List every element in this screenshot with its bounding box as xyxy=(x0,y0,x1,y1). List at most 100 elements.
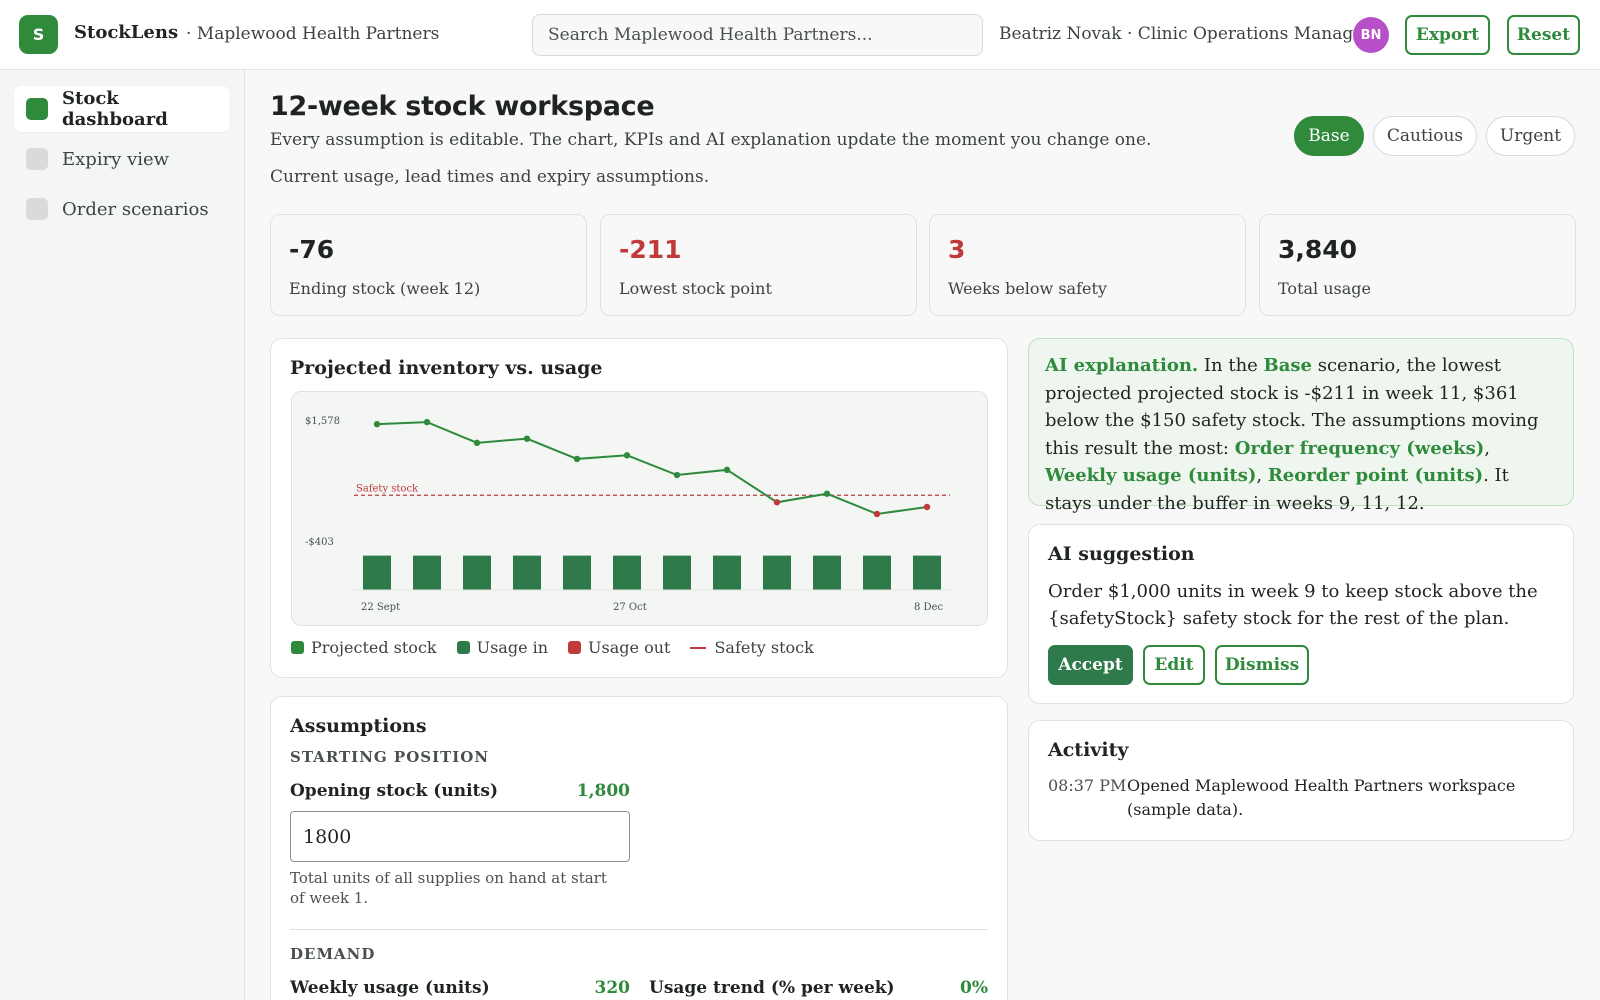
opening-stock-value: 1,800 xyxy=(576,781,630,801)
legend-swatch xyxy=(568,641,582,654)
page-subtitle: Every assumption is editable. The chart,… xyxy=(270,130,1152,150)
weekly-usage-value: 320 xyxy=(594,978,631,998)
scenario-tab-cautious[interactable]: Cautious xyxy=(1373,116,1477,156)
legend-usage-out: Usage out xyxy=(568,638,670,657)
legend-projected-stock: Projected stock xyxy=(291,638,437,657)
sidebar-item-label: Order scenarios xyxy=(62,198,209,220)
usage-bar xyxy=(413,555,441,590)
usage-trend-label: Usage trend (% per week) xyxy=(649,978,895,998)
activity-card: Activity 08:37 PM Opened Maplewood Healt… xyxy=(1028,720,1574,841)
opening-stock-label: Opening stock (units) xyxy=(290,781,498,801)
kpi-label: Lowest stock point xyxy=(619,279,772,298)
user-name: Beatriz Novak · Clinic Operations Manage… xyxy=(999,24,1372,44)
edit-button[interactable]: Edit xyxy=(1143,645,1205,685)
projected-stock-point xyxy=(523,435,531,442)
kpi-label: Weeks below safety xyxy=(948,279,1107,298)
x-tick-label: 8 Dec xyxy=(914,602,943,613)
dismiss-button[interactable]: Dismiss xyxy=(1215,645,1309,685)
kpi-value: -211 xyxy=(619,235,682,264)
scenario-tab-base[interactable]: Base xyxy=(1294,116,1364,156)
ai-explanation-text: In the xyxy=(1198,355,1264,376)
stock-dashboard-icon xyxy=(26,98,48,120)
section-divider xyxy=(290,929,988,930)
page-subtitle-secondary: Current usage, lead times and expiry ass… xyxy=(270,167,710,187)
kpi-total-usage: 3,840 Total usage xyxy=(1259,214,1576,316)
search-input[interactable] xyxy=(532,14,983,56)
inventory-chart: $1,578 -$403 Safety stock 22 Sept 27 Oct 8 De… xyxy=(305,416,952,613)
projected-stock-point xyxy=(373,420,381,428)
order-scenarios-icon xyxy=(26,198,48,220)
top-bar: S StockLens · Maplewood Health Partners … xyxy=(0,0,1600,70)
projected-stock-point xyxy=(873,510,881,518)
projected-stock-point xyxy=(723,466,731,474)
legend-label: Projected stock xyxy=(311,638,437,657)
scenario-tab-urgent[interactable]: Urgent xyxy=(1486,116,1575,156)
opening-stock-input[interactable] xyxy=(290,811,630,862)
chart-area: $1,578 -$403 Safety stock 22 Sept 27 Oct 8 De… xyxy=(291,391,988,626)
usage-bar xyxy=(813,555,841,590)
ai-suggestion-card: AI suggestion Order $1,000 units in week… xyxy=(1028,524,1574,704)
legend-label: Usage out xyxy=(588,638,671,657)
projected-stock-point xyxy=(573,455,581,463)
export-button[interactable]: Export xyxy=(1405,15,1490,55)
usage-bar xyxy=(713,555,741,590)
legend-swatch xyxy=(291,641,304,654)
x-tick-label: 27 Oct xyxy=(613,602,647,613)
ai-explanation-factor: Weekly usage (units) xyxy=(1045,465,1257,486)
ai-explanation-scenario: Base xyxy=(1263,355,1313,376)
usage-bar xyxy=(563,555,591,590)
section-label-starting-position: STARTING POSITION xyxy=(290,748,490,766)
chart-legend: Projected stock Usage in Usage out Safet… xyxy=(291,638,834,657)
ai-explanation-separator: , xyxy=(1484,437,1491,459)
usage-bar xyxy=(463,555,491,590)
kpi-value: -76 xyxy=(289,235,335,264)
app-logo[interactable]: S xyxy=(19,15,58,54)
ai-suggestion-text: Order $1,000 units in week 9 to keep sto… xyxy=(1048,581,1538,629)
y-tick-label: $1,578 xyxy=(305,416,340,427)
ai-explanation-factor: Order frequency (weeks) xyxy=(1234,437,1485,459)
activity-timestamp: 08:37 PM xyxy=(1048,776,1127,795)
projected-stock-point xyxy=(823,490,831,497)
usage-bar xyxy=(613,555,641,590)
kpi-label: Ending stock (week 12) xyxy=(289,279,481,298)
assumptions-card: Assumptions STARTING POSITION Opening st… xyxy=(270,696,1008,1000)
ai-explanation-card: AI explanation. In the Base scenario, th… xyxy=(1028,338,1574,514)
legend-label: Usage in xyxy=(476,638,549,657)
legend-label: Safety stock xyxy=(714,638,814,657)
ai-explanation-lead: AI explanation. xyxy=(1045,355,1199,376)
projected-stock-point xyxy=(423,418,431,426)
kpi-ending-stock: -76 Ending stock (week 12) xyxy=(270,214,587,316)
projected-stock-point xyxy=(473,439,481,447)
usage-bar xyxy=(663,555,691,590)
legend-usage-in: Usage in xyxy=(456,638,549,657)
projected-stock-line xyxy=(376,421,928,516)
y-tick-label: -$403 xyxy=(305,537,334,548)
sidebar: Stock dashboard Expiry view Order scenar… xyxy=(0,70,245,1000)
ai-suggestion-title: AI suggestion xyxy=(1048,543,1195,565)
legend-safety-stock: Safety stock xyxy=(690,638,814,657)
sidebar-item-stock-dashboard[interactable]: Stock dashboard xyxy=(14,86,230,132)
expiry-view-icon xyxy=(26,148,48,170)
reset-button[interactable]: Reset xyxy=(1507,15,1580,55)
sidebar-item-expiry-view[interactable]: Expiry view xyxy=(14,136,230,182)
activity-text: Opened Maplewood Health Partners workspa… xyxy=(1127,776,1516,819)
projected-stock-point xyxy=(623,452,631,459)
weekly-usage-label: Weekly usage (units) xyxy=(290,978,490,998)
ai-explanation-text: . It stays under the buffer in weeks 9, … xyxy=(1045,465,1509,514)
ai-explanation-text: scenario, the lowest projected projected… xyxy=(1045,355,1539,459)
chart-card: Projected inventory vs. usage $1,578 -$40… xyxy=(270,338,1008,678)
sidebar-item-order-scenarios[interactable]: Order scenarios xyxy=(14,186,230,232)
accept-button[interactable]: Accept xyxy=(1048,645,1133,685)
activity-title: Activity xyxy=(1048,739,1129,761)
kpi-label: Total usage xyxy=(1278,279,1371,298)
sidebar-item-label: Stock dashboard xyxy=(62,88,168,130)
avatar[interactable]: BN xyxy=(1353,17,1389,53)
sidebar-item-label: Expiry view xyxy=(62,148,170,170)
legend-swatch xyxy=(456,641,470,654)
projected-stock-point xyxy=(773,499,781,506)
kpi-value: 3 xyxy=(948,235,966,264)
x-tick-label: 22 Sept xyxy=(361,602,400,613)
usage-bar xyxy=(513,555,541,590)
page-title: 12-week stock workspace xyxy=(270,91,655,122)
projected-stock-point xyxy=(673,471,681,479)
